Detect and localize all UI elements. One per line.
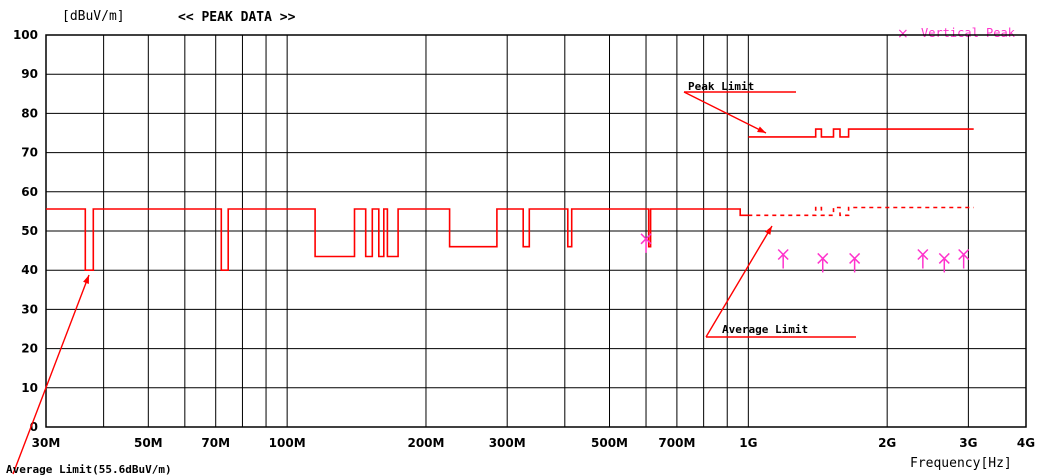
y-tick-label: 0 xyxy=(30,420,38,434)
peak-marker xyxy=(958,248,970,269)
x-tick-label: 3G xyxy=(959,436,977,450)
y-tick-label: 50 xyxy=(21,224,38,238)
x-tick-label: 300M xyxy=(489,436,526,450)
x-tick-label: 100M xyxy=(269,436,306,450)
x-tick-labels: 30M 50M 70M 100M 200M 300M 500M 700M 1G 2G 3G 4G xyxy=(32,436,1035,450)
average-limit-label: Average Limit xyxy=(722,323,808,336)
average-limit-arrow xyxy=(705,225,773,338)
y-tick-label: 80 xyxy=(21,106,38,120)
series-layer xyxy=(46,128,974,271)
average-limit-note: Average Limit(55.6dBuV/m) xyxy=(6,463,172,476)
x-tick-label: 2G xyxy=(878,436,896,450)
y-tick-label: 100 xyxy=(13,28,38,42)
average-limit-note-arrow xyxy=(12,274,90,475)
x-tick-label: 4G xyxy=(1017,436,1035,450)
legend-label: Vertical Peak xyxy=(921,26,1016,40)
series-line xyxy=(748,206,974,217)
x-axis-label: Frequency[Hz] xyxy=(910,456,1012,471)
peak-marker xyxy=(640,233,652,253)
y-tick-label: 40 xyxy=(21,263,38,277)
y-tick-label: 10 xyxy=(21,381,38,395)
peak-marker xyxy=(817,252,829,273)
peak-limit-label: Peak Limit xyxy=(688,80,754,93)
legend: × Vertical Peak xyxy=(897,26,1016,42)
series-line xyxy=(748,128,974,138)
y-tick-labels: 0 10 20 30 40 50 60 70 80 90 100 xyxy=(13,28,38,434)
x-tick-label: 200M xyxy=(407,436,444,450)
annotation-arrows xyxy=(12,91,856,475)
y-tick-label: 30 xyxy=(21,302,38,316)
y-tick-label: 20 xyxy=(21,342,38,356)
x-tick-label: 30M xyxy=(32,436,61,450)
y-tick-label: 60 xyxy=(21,185,38,199)
x-tick-label: 700M xyxy=(658,436,695,450)
x-tick-label: 500M xyxy=(591,436,628,450)
peak-marker xyxy=(849,252,861,273)
legend-marker: × xyxy=(897,26,909,42)
peak-marker xyxy=(917,248,929,269)
peak-limit-arrow xyxy=(683,91,767,134)
x-tick-label: 70M xyxy=(201,436,230,450)
y-tick-label: 70 xyxy=(21,146,38,160)
chart-title: << PEAK DATA >> xyxy=(178,10,296,25)
y-axis-unit-label: [dBuV/m] xyxy=(62,9,125,24)
x-tick-label: 50M xyxy=(134,436,163,450)
grid xyxy=(45,34,1027,428)
y-tick-label: 90 xyxy=(21,67,38,81)
x-tick-label: 1G xyxy=(739,436,757,450)
peak-markers xyxy=(640,233,970,273)
peak-marker xyxy=(777,248,789,269)
peak-marker xyxy=(938,252,950,273)
series-line xyxy=(46,208,749,271)
